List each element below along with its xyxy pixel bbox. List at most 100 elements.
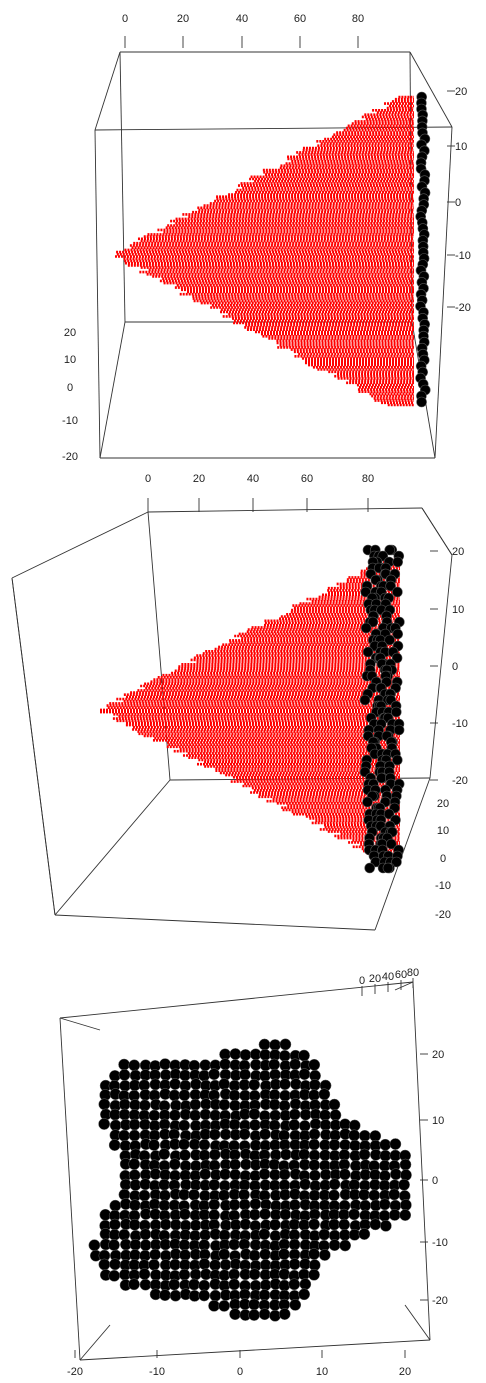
- sphere-point: [248, 1268, 261, 1281]
- sphere-point: [208, 1128, 221, 1141]
- sphere-point: [198, 1139, 211, 1151]
- sphere-point: [248, 1078, 261, 1091]
- z-tick-label: -10: [435, 880, 451, 892]
- sphere-point: [329, 1109, 342, 1121]
- sphere-point: [169, 1258, 181, 1271]
- z-tick-label: 20: [437, 798, 449, 810]
- sphere-point: [178, 1239, 191, 1251]
- sphere-point: [400, 1169, 412, 1181]
- sphere-point: [364, 862, 376, 874]
- sphere-point: [229, 1168, 242, 1181]
- sphere-point: [279, 1038, 292, 1051]
- sphere-point: [391, 652, 403, 664]
- sphere-point: [179, 1069, 191, 1082]
- x-tick-label: 0: [359, 975, 365, 987]
- sphere-point: [98, 1258, 111, 1271]
- box-edge: [59, 1017, 81, 1361]
- sphere-point: [169, 1078, 181, 1090]
- sphere-point: [416, 396, 427, 408]
- sphere-point: [228, 1278, 241, 1291]
- sphere-point: [259, 1128, 271, 1141]
- sphere-point: [219, 1258, 232, 1271]
- sphere-point: [278, 1279, 291, 1292]
- sphere-point: [209, 1259, 221, 1272]
- x-tick-label: 40: [236, 13, 248, 25]
- sphere-point: [298, 1148, 311, 1161]
- y-tick-label: 0: [452, 661, 458, 673]
- sphere-point: [178, 1138, 190, 1151]
- sphere-point: [308, 1138, 321, 1151]
- sphere-point: [258, 1228, 271, 1241]
- sphere-point: [269, 1230, 282, 1242]
- sphere-point: [149, 1078, 162, 1091]
- sphere-point: [318, 1249, 331, 1261]
- sphere-point: [179, 1249, 191, 1261]
- sphere-point: [348, 1129, 361, 1142]
- sphere-point: [228, 1268, 240, 1281]
- sphere-point: [279, 1078, 291, 1091]
- sphere-point: [258, 1289, 271, 1301]
- sphere-point: [278, 1308, 291, 1320]
- sphere-point: [188, 1188, 200, 1201]
- sphere-point: [249, 1119, 261, 1131]
- sphere-point: [218, 1269, 231, 1282]
- sphere-point: [399, 1209, 412, 1221]
- sphere-point: [139, 1239, 152, 1251]
- sphere-point: [259, 1279, 272, 1291]
- sphere-point: [149, 1168, 162, 1180]
- sphere-point: [209, 1289, 222, 1302]
- sphere-point: [259, 1248, 271, 1261]
- sphere-point: [358, 1228, 371, 1240]
- box-edge: [94, 129, 101, 459]
- sphere-point: [379, 1149, 392, 1162]
- sphere-point: [128, 1059, 141, 1072]
- sphere-point: [392, 628, 404, 640]
- sphere-point: [228, 1238, 241, 1251]
- y-tick-label: 10: [455, 141, 467, 153]
- bounding-box: [59, 981, 431, 1361]
- z-tick-label: 20: [399, 1366, 411, 1378]
- sphere-point: [298, 1068, 311, 1081]
- sphere-point: [328, 1178, 341, 1191]
- sphere-point: [299, 1278, 312, 1291]
- sphere-point: [298, 1049, 310, 1062]
- series-1-points: [100, 558, 400, 864]
- sphere-point: [388, 1209, 401, 1221]
- sphere-point: [248, 1249, 261, 1262]
- sphere-point: [188, 1278, 200, 1291]
- sphere-point: [392, 586, 403, 598]
- sphere-point: [229, 1048, 242, 1060]
- sphere-point: [362, 796, 373, 808]
- sphere-point: [288, 1258, 301, 1271]
- sphere-point: [178, 1188, 191, 1201]
- series-1-points: [115, 95, 414, 407]
- sphere-point: [348, 1228, 361, 1241]
- sphere-point: [198, 1279, 211, 1292]
- sphere-point: [158, 1118, 171, 1131]
- sphere-point: [229, 1099, 241, 1112]
- sphere-point: [390, 706, 402, 718]
- sphere-point: [109, 1258, 121, 1271]
- sphere-point: [148, 1109, 161, 1122]
- sphere-point: [208, 1148, 221, 1161]
- sphere-point: [198, 1069, 211, 1082]
- sphere-point: [118, 1098, 131, 1111]
- sphere-point: [382, 862, 394, 874]
- sphere-point: [138, 1268, 151, 1280]
- sphere-point: [148, 1258, 160, 1271]
- sphere-point: [129, 1238, 142, 1251]
- sphere-point: [298, 1268, 310, 1281]
- sphere-point: [159, 1069, 172, 1081]
- sphere-point: [258, 1038, 271, 1051]
- sphere-point: [220, 1219, 232, 1232]
- sphere-point: [278, 1248, 290, 1260]
- sphere-point: [259, 1208, 271, 1220]
- z-tick-label: 10: [64, 354, 76, 366]
- sphere-point: [128, 1118, 141, 1131]
- sphere-point: [198, 1258, 211, 1270]
- sphere-point: [238, 1238, 251, 1251]
